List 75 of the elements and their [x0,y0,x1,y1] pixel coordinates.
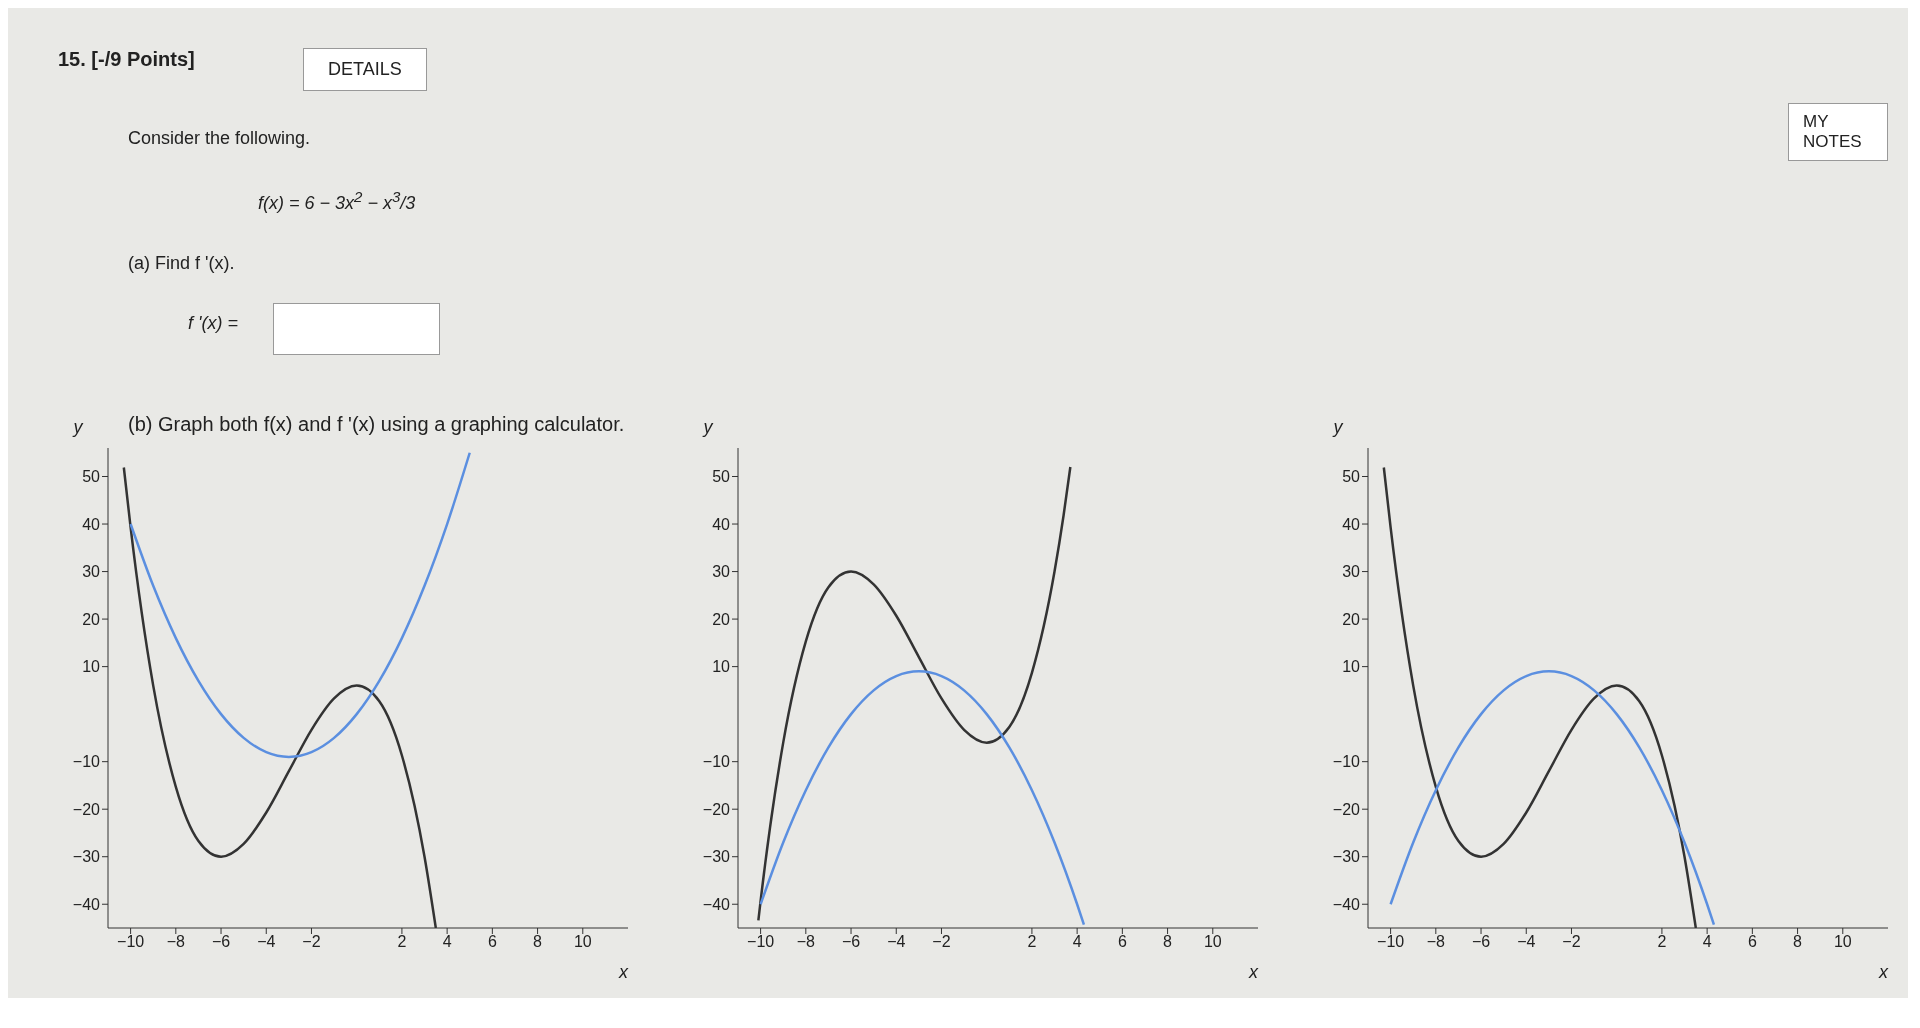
y-tick-label: −30 [1332,848,1361,866]
x-tick-label: 10 [1203,933,1222,951]
y-tick-label: 10 [82,658,101,676]
y-tick-label: −20 [72,800,101,818]
x-tick-label: 8 [533,933,543,951]
x-tick-label: −8 [166,933,186,951]
y-tick-label: 30 [1342,563,1361,581]
y-tick-label: 50 [712,468,731,486]
y-tick-label: 40 [82,515,101,533]
x-tick-label: 6 [1117,933,1127,951]
text: Consider the following. [128,128,311,149]
text: MY NOTES [1788,103,1888,161]
y-tick-label: −40 [72,895,101,913]
y-tick-label: 50 [82,468,101,486]
x-axis-title: x [1878,962,1889,982]
y-tick-label: 50 [1342,468,1361,486]
y-tick-label: 40 [712,515,731,533]
line-series [757,465,1072,922]
y-tick-label: 30 [82,563,101,581]
y-tick-label: 20 [712,610,731,628]
x-tick-label: −2 [1562,933,1581,951]
x-tick-label: 10 [573,933,592,951]
x-tick-label: 2 [397,933,407,951]
y-tick-label: −30 [72,848,101,866]
y-tick-label: −10 [1332,753,1361,771]
x-tick-label: −2 [932,933,951,951]
y-tick-label: −20 [702,800,731,818]
x-tick-label: 4 [1702,933,1712,951]
y-tick-label: 10 [1342,658,1361,676]
y-tick-label: 20 [1342,610,1361,628]
y-tick-label: −40 [1332,895,1361,913]
x-tick-label: 4 [442,933,452,951]
y-tick-label: 10 [712,658,731,676]
x-tick-label: −8 [796,933,816,951]
text: (a) Find f '(x). [128,253,235,274]
y-axis-title: y [1331,417,1344,437]
x-tick-label: −6 [841,933,861,951]
text: f(x) = 6 − 3x$^{2}$ − x$^{3}$/3 [258,188,416,214]
line-series [1389,670,1716,926]
y-tick-label: 20 [82,610,101,628]
y-tick-label: −30 [702,848,731,866]
x-tick-label: 8 [1793,933,1803,951]
x-tick-label: −6 [211,933,231,951]
x-tick-label: 6 [487,933,497,951]
text: (b) Graph both f(x) and f '(x) using a graphing calculator. [128,413,625,436]
y-tick-label: −40 [702,895,731,913]
x-tick-label: −4 [887,933,906,951]
text: DETAILS [303,48,427,91]
x-tick-label: −6 [1471,933,1491,951]
y-axis-title: y [71,417,84,437]
x-tick-label: −10 [1377,933,1405,951]
y-axis-title: y [701,417,714,437]
x-tick-label: 10 [1833,933,1852,951]
y-tick-label: 30 [712,563,731,581]
x-tick-label: 2 [1657,933,1667,951]
y-tick-label: −10 [72,753,101,771]
y-tick-label: 40 [1342,515,1361,533]
line-series [759,670,1086,926]
x-tick-label: 2 [1027,933,1037,951]
x-tick-label: −8 [1426,933,1446,951]
x-tick-label: 4 [1072,933,1082,951]
x-tick-label: −10 [747,933,775,951]
x-tick-label: −4 [257,933,276,951]
text: f '(x) = [188,313,238,334]
x-tick-label: −4 [1517,933,1536,951]
line-series [129,451,471,759]
x-tick-label: −2 [302,933,321,951]
y-tick-label: −20 [1332,800,1361,818]
x-axis-title: x [618,962,629,982]
text: 15. [-/9 Points] [58,48,195,71]
y-tick-label: −10 [702,753,731,771]
x-tick-label: −10 [117,933,145,951]
x-axis-title: x [1248,962,1259,982]
x-tick-label: 8 [1163,933,1173,951]
x-tick-label: 6 [1747,933,1757,951]
